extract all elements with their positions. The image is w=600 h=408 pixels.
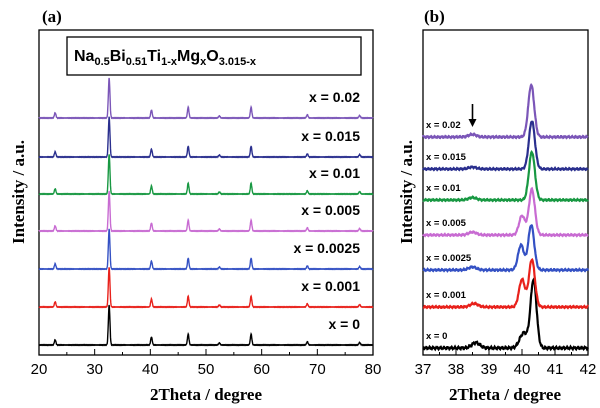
formula-subscript: 1-x xyxy=(161,56,178,68)
formula-subscript: 0.5 xyxy=(94,56,109,68)
series-label: x = 0.0025 xyxy=(293,240,360,256)
series-label: x = 0.001 xyxy=(301,278,360,294)
series-line xyxy=(422,120,589,172)
x-tick-label: 40 xyxy=(142,361,159,378)
panel-a-label: (a) xyxy=(42,7,62,26)
series-line xyxy=(422,258,589,310)
panel-a-series-labels: x = 0 x = 0.001 x = 0.0025 x = 0.005 x = 0.0… xyxy=(293,89,360,332)
series-line xyxy=(422,224,590,273)
series-label: x = 0.02 xyxy=(309,89,360,105)
x-tick-label: 30 xyxy=(86,361,103,378)
x-tick-label: 20 xyxy=(31,361,48,378)
panel-b-y-axis-title: Intensity / a.u. xyxy=(397,140,416,244)
arrow-head-icon xyxy=(468,119,477,127)
panel-b-x-ticks: 37 38 39 40 41 42 xyxy=(415,349,597,378)
series-line xyxy=(38,267,374,309)
series-label: x = 0.015 xyxy=(426,152,467,163)
series-line xyxy=(422,276,589,352)
panel-a-curves xyxy=(38,77,374,347)
series-label: x = 0.005 xyxy=(301,202,360,218)
panel-b-arrow-annotation xyxy=(468,104,477,127)
panel-b: (b) 37 38 39 40 41 42 x = 0 x = 0.001 x = 0.002… xyxy=(397,7,596,404)
series-label: x = 0.01 xyxy=(426,183,461,194)
x-tick-label: 38 xyxy=(448,361,465,378)
formula-element: O xyxy=(206,48,218,65)
formula-text: Na0.5Bi0.51Ti1-xMgxO3.015-x xyxy=(74,48,257,68)
series-line xyxy=(38,77,374,120)
series-label: x = 0.01 xyxy=(309,165,360,181)
x-tick-label: 50 xyxy=(198,361,215,378)
series-label: x = 0.015 xyxy=(301,128,360,144)
formula-subscript: x xyxy=(200,56,207,68)
x-tick-label: 60 xyxy=(253,361,270,378)
x-tick-label: 70 xyxy=(309,361,326,378)
formula-subscript: 3.015-x xyxy=(219,56,257,68)
series-line xyxy=(422,150,589,203)
panel-a-x-axis-title: 2Theta / degree xyxy=(150,385,263,404)
panel-b-label: (b) xyxy=(424,7,445,26)
panel-b-x-axis-title: 2Theta / degree xyxy=(449,385,562,404)
series-line xyxy=(38,154,374,196)
formula-element: Mg xyxy=(177,48,200,65)
formula-element: Ti xyxy=(147,48,161,65)
series-line xyxy=(38,228,374,271)
panel-a-y-axis-title: Intensity / a.u. xyxy=(9,140,28,244)
formula-element: Bi xyxy=(110,48,126,65)
panel-a-x-ticks: 20 30 40 50 60 70 80 xyxy=(31,349,382,378)
series-line xyxy=(421,82,589,140)
series-line xyxy=(38,190,374,233)
formula-box: Na0.5Bi0.51Ti1-xMgxO3.015-x xyxy=(66,36,362,76)
series-label: x = 0.001 xyxy=(426,290,467,301)
x-tick-label: 39 xyxy=(481,361,498,378)
series-line xyxy=(38,304,374,347)
x-tick-label: 41 xyxy=(547,361,564,378)
formula-element: Na xyxy=(74,48,95,65)
formula-subscript: 0.51 xyxy=(126,56,147,68)
x-tick-label: 40 xyxy=(514,361,531,378)
series-line xyxy=(38,116,374,159)
series-label: x = 0.0025 xyxy=(426,253,472,264)
formula-box-frame xyxy=(66,36,362,76)
series-label: x = 0 xyxy=(426,331,447,342)
series-label: x = 0.02 xyxy=(426,120,461,131)
x-tick-label: 80 xyxy=(365,361,382,378)
series-line xyxy=(422,186,589,238)
x-tick-label: 42 xyxy=(580,361,597,378)
x-tick-label: 37 xyxy=(415,361,432,378)
series-label: x = 0 xyxy=(328,316,360,332)
series-label: x = 0.005 xyxy=(426,218,467,229)
panel-b-curves xyxy=(421,82,590,352)
panel-a: (a) 20 30 40 50 60 70 80 x = 0 x = 0.001 x = 0.0… xyxy=(9,7,381,404)
panel-b-series-labels: x = 0 x = 0.001 x = 0.0025 x = 0.005 x = 0.0… xyxy=(426,120,472,342)
